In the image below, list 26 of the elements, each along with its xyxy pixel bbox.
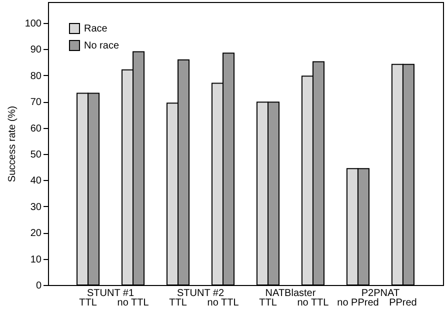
text: STUNT #2 <box>176 288 224 299</box>
y-tick-label: 40 <box>30 176 42 187</box>
text: P2PNAT <box>361 288 400 299</box>
y-tick-label: 30 <box>30 202 42 213</box>
legend-label: No race <box>84 40 120 52</box>
x-tick-label: no PPred <box>337 298 379 308</box>
y-tick-label: 80 <box>30 70 42 82</box>
y-tick-label: 20 <box>30 228 42 240</box>
y-tick-label: 100 <box>24 18 42 30</box>
y-axis-title: Success rate (%) <box>6 106 18 182</box>
text: NATBlaster <box>265 288 316 299</box>
x-tick-label: PPred <box>389 298 417 308</box>
x-tick-label: TTL <box>259 298 278 308</box>
x-tick-label: TTL <box>169 298 188 308</box>
x-tick-label: no TTL <box>297 298 330 308</box>
y-tick-label: 0 <box>36 280 42 292</box>
x-tick-label: no TTL <box>207 298 240 308</box>
y-tick-label: 10 <box>30 254 42 266</box>
y-tick-label: 90 <box>30 44 42 56</box>
y-tick-label: 70 <box>30 97 42 108</box>
text: STUNT #1 <box>87 288 134 299</box>
x-tick-label: no TTL <box>117 298 150 308</box>
legend-label: Race <box>84 24 108 34</box>
y-tick-label: 60 <box>30 123 42 134</box>
x-tick-label: TTL <box>79 298 98 308</box>
y-tick-label: 50 <box>30 149 42 160</box>
